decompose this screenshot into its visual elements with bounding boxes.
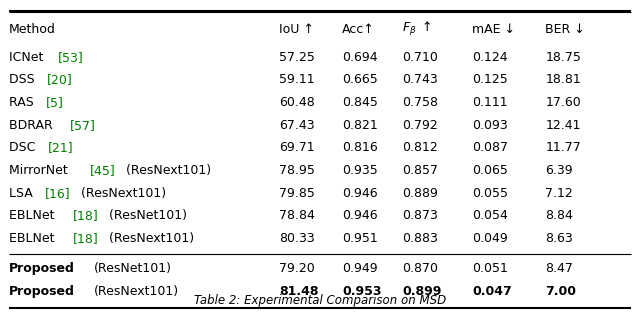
Text: 17.60: 17.60: [545, 96, 581, 109]
Text: RAS: RAS: [9, 96, 38, 109]
Text: 0.710: 0.710: [403, 51, 438, 64]
Text: [18]: [18]: [72, 232, 98, 245]
Text: 78.95: 78.95: [279, 164, 315, 177]
Text: 79.20: 79.20: [279, 263, 314, 276]
Text: 0.124: 0.124: [472, 51, 508, 64]
Text: 57.25: 57.25: [279, 51, 315, 64]
Text: 11.77: 11.77: [545, 141, 581, 154]
Text: [5]: [5]: [46, 96, 64, 109]
Text: 8.47: 8.47: [545, 263, 573, 276]
Text: 0.758: 0.758: [403, 96, 438, 109]
Text: 0.111: 0.111: [472, 96, 508, 109]
Text: 0.946: 0.946: [342, 209, 378, 222]
Text: 0.899: 0.899: [403, 285, 442, 298]
Text: BER ↓: BER ↓: [545, 23, 585, 36]
Text: LSA: LSA: [9, 186, 37, 200]
Text: (ResNet101): (ResNet101): [93, 263, 172, 276]
Text: (ResNext101): (ResNext101): [106, 232, 195, 245]
Text: Acc↑: Acc↑: [342, 23, 375, 36]
Text: Method: Method: [9, 23, 56, 36]
Text: (ResNext101): (ResNext101): [93, 285, 179, 298]
Text: 0.812: 0.812: [403, 141, 438, 154]
Text: 59.11: 59.11: [279, 73, 314, 86]
Text: 60.48: 60.48: [279, 96, 314, 109]
Text: 0.694: 0.694: [342, 51, 378, 64]
Text: [20]: [20]: [47, 73, 73, 86]
Text: 0.857: 0.857: [403, 164, 438, 177]
Text: [18]: [18]: [72, 209, 98, 222]
Text: 0.792: 0.792: [403, 118, 438, 131]
Text: BDRAR: BDRAR: [9, 118, 57, 131]
Text: (ResNext101): (ResNext101): [122, 164, 211, 177]
Text: 0.845: 0.845: [342, 96, 378, 109]
Text: 0.054: 0.054: [472, 209, 508, 222]
Text: ICNet: ICNet: [9, 51, 47, 64]
Text: DSC: DSC: [9, 141, 40, 154]
Text: 0.087: 0.087: [472, 141, 508, 154]
Text: 80.33: 80.33: [279, 232, 314, 245]
Text: 0.883: 0.883: [403, 232, 438, 245]
Text: 0.125: 0.125: [472, 73, 508, 86]
Text: 67.43: 67.43: [279, 118, 314, 131]
Text: MirrorNet: MirrorNet: [9, 164, 72, 177]
Text: 0.949: 0.949: [342, 263, 378, 276]
Text: 0.889: 0.889: [403, 186, 438, 200]
Text: 0.743: 0.743: [403, 73, 438, 86]
Text: 8.63: 8.63: [545, 232, 573, 245]
Text: EBLNet: EBLNet: [9, 232, 59, 245]
Text: EBLNet: EBLNet: [9, 209, 59, 222]
Text: 0.049: 0.049: [472, 232, 508, 245]
Text: (ResNext101): (ResNext101): [77, 186, 166, 200]
Text: mAE ↓: mAE ↓: [472, 23, 515, 36]
Text: 78.84: 78.84: [279, 209, 315, 222]
Text: 7.12: 7.12: [545, 186, 573, 200]
Text: (ResNet101): (ResNet101): [106, 209, 188, 222]
Text: 0.951: 0.951: [342, 232, 378, 245]
Text: 0.665: 0.665: [342, 73, 378, 86]
Text: 8.84: 8.84: [545, 209, 573, 222]
Text: [21]: [21]: [48, 141, 74, 154]
Text: 0.935: 0.935: [342, 164, 378, 177]
Text: 0.055: 0.055: [472, 186, 508, 200]
Text: 0.065: 0.065: [472, 164, 508, 177]
Text: 79.85: 79.85: [279, 186, 315, 200]
Text: 18.75: 18.75: [545, 51, 581, 64]
Text: 18.81: 18.81: [545, 73, 581, 86]
Text: 0.870: 0.870: [403, 263, 438, 276]
Text: 0.816: 0.816: [342, 141, 378, 154]
Text: 0.093: 0.093: [472, 118, 508, 131]
Text: DSS: DSS: [9, 73, 39, 86]
Text: 0.953: 0.953: [342, 285, 381, 298]
Text: 7.00: 7.00: [545, 285, 576, 298]
Text: 6.39: 6.39: [545, 164, 573, 177]
Text: 0.946: 0.946: [342, 186, 378, 200]
Text: IoU ↑: IoU ↑: [279, 23, 314, 36]
Text: 0.821: 0.821: [342, 118, 378, 131]
Text: [57]: [57]: [70, 118, 96, 131]
Text: Proposed: Proposed: [9, 263, 75, 276]
Text: 69.71: 69.71: [279, 141, 314, 154]
Text: 0.047: 0.047: [472, 285, 512, 298]
Text: 0.051: 0.051: [472, 263, 508, 276]
Text: [45]: [45]: [90, 164, 115, 177]
Text: 81.48: 81.48: [279, 285, 318, 298]
Text: [53]: [53]: [58, 51, 84, 64]
Text: [16]: [16]: [45, 186, 70, 200]
Text: $F_{\beta}$ $\uparrow$: $F_{\beta}$ $\uparrow$: [403, 20, 432, 38]
Text: Table 2: Experimental Comparison on MSD: Table 2: Experimental Comparison on MSD: [194, 294, 446, 307]
Text: 0.873: 0.873: [403, 209, 438, 222]
Text: Proposed: Proposed: [9, 285, 75, 298]
Text: 12.41: 12.41: [545, 118, 580, 131]
